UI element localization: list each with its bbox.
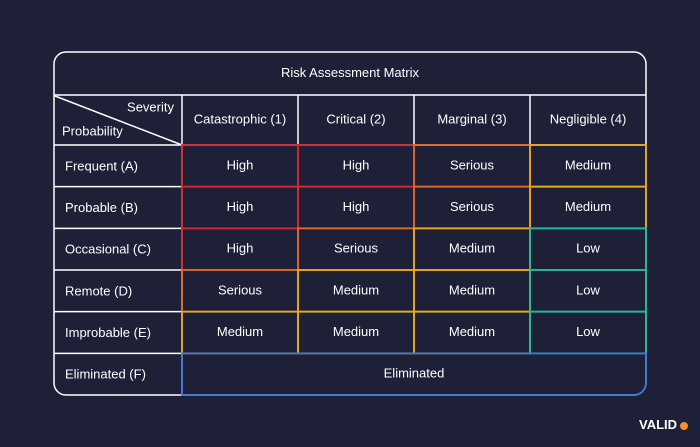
diagonal xyxy=(54,95,183,146)
table-title: Risk Assessment Matrix xyxy=(281,65,419,80)
row-label: Occasional (C) xyxy=(65,242,151,257)
cell-text: Medium xyxy=(565,199,611,214)
cell-text: Medium xyxy=(449,241,495,256)
row-label: Improbable (E) xyxy=(65,325,151,340)
cell-text: Medium xyxy=(565,157,611,172)
brand-text: VALID xyxy=(639,417,677,432)
cell-text: Serious xyxy=(218,282,263,297)
cell-text: Serious xyxy=(450,199,495,214)
severity-label: Severity xyxy=(127,99,174,114)
cell-text: Medium xyxy=(333,282,379,297)
row-label: Remote (D) xyxy=(65,283,132,298)
cell-text: Low xyxy=(576,241,600,256)
probability-label: Probability xyxy=(62,123,123,138)
cell-text: High xyxy=(227,157,254,172)
cell-border xyxy=(181,352,647,396)
cell-text: Serious xyxy=(334,241,379,256)
cell-text: Serious xyxy=(450,157,495,172)
row-label: Eliminated (F) xyxy=(65,367,146,382)
cell-text: Medium xyxy=(449,324,495,339)
column-header: Negligible (4) xyxy=(550,111,627,126)
cell-text: Low xyxy=(576,282,600,297)
column-header: Marginal (3) xyxy=(437,111,506,126)
column-header: Catastrophic (1) xyxy=(194,111,286,126)
cell-text: Eliminated xyxy=(384,366,445,381)
cell-text: High xyxy=(343,157,370,172)
row-label: Probable (B) xyxy=(65,200,138,215)
cell-text: High xyxy=(227,199,254,214)
column-header: Critical (2) xyxy=(326,111,385,126)
cell-text: High xyxy=(227,241,254,256)
row-label: Frequent (A) xyxy=(65,158,138,173)
cell-text: Medium xyxy=(217,324,263,339)
cell-text: Medium xyxy=(333,324,379,339)
brand-dot xyxy=(680,422,688,430)
brand-logo: VALID xyxy=(639,417,677,432)
cell-text: Medium xyxy=(449,282,495,297)
cell-text: High xyxy=(343,199,370,214)
cell-text: Low xyxy=(576,324,600,339)
